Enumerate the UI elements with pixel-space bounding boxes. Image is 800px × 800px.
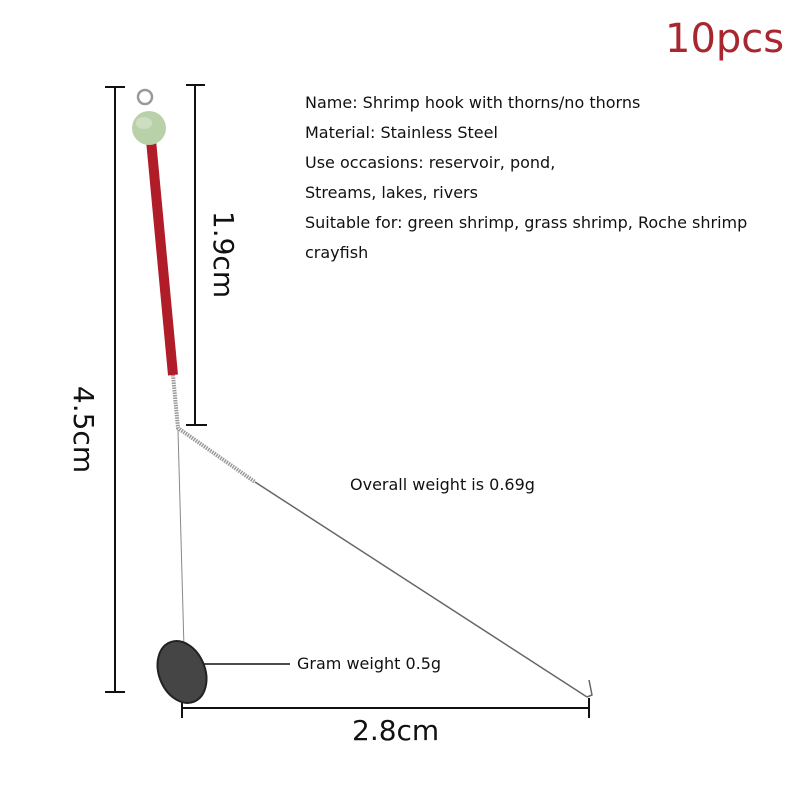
split-ring-icon [136,88,154,106]
hook-wire [254,481,588,698]
quantity-badge: 10pcs [665,16,785,62]
width-label: 2.8cm [352,714,440,747]
spring [171,374,257,484]
spec-use-occasions: Use occasions: reservoir, pond, [305,153,556,172]
spec-suitable-for: Suitable for: green shrimp, grass shrimp… [305,213,748,232]
dimension-lines [105,84,590,718]
sinker-wire [177,429,185,649]
spec-suitable-for-cont: crayfish [305,243,369,262]
spec-name: Name: Shrimp hook with thorns/no thorns [305,93,641,112]
red-rod [146,139,178,376]
rod-length-label: 1.9cm [207,210,241,299]
sinker-weight [156,640,208,704]
rod-length-dimension-line [186,84,207,426]
luminous-bead [132,111,166,145]
overall-weight-label: Overall weight is 0.69g [350,475,535,494]
hook-tip [586,679,593,698]
spec-material: Material: Stainless Steel [305,123,498,142]
total-length-label: 4.5cm [67,385,101,474]
spec-use-occasions-cont: Streams, lakes, rivers [305,183,478,202]
gram-weight-label: Gram weight 0.5g [297,654,442,673]
total-length-dimension-line [105,86,125,693]
